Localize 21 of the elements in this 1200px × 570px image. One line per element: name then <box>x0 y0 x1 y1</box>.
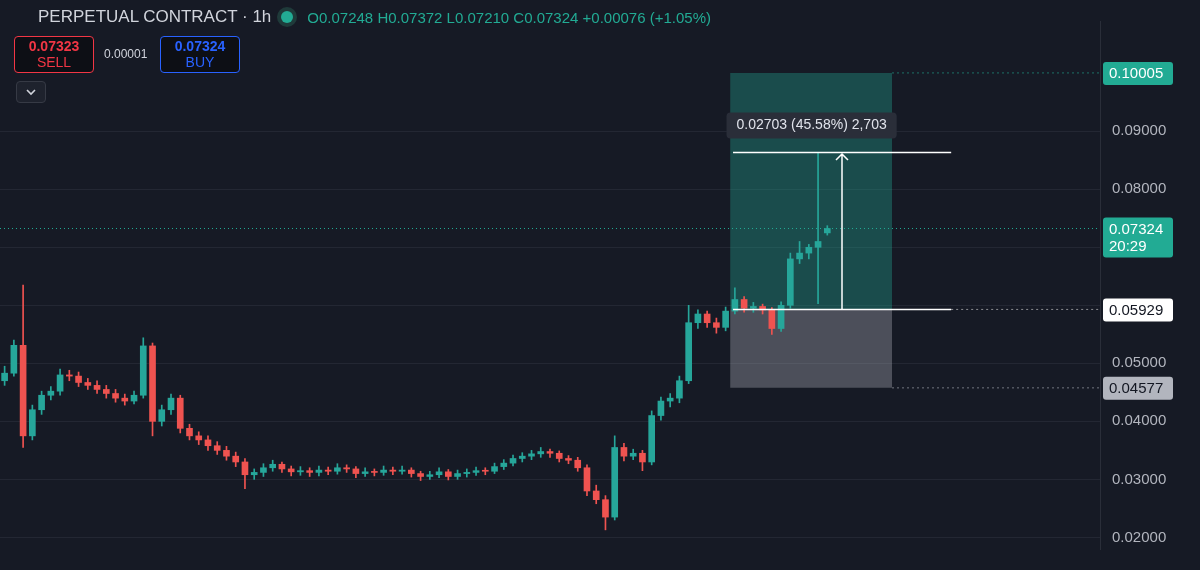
y-tick-label: 0.09000 <box>1112 121 1167 139</box>
candlestick <box>537 447 545 458</box>
y-tick-label: 0.04000 <box>1112 411 1167 429</box>
annotation: 0.07323 <box>27 38 81 54</box>
y-tick-label: 0.03000 <box>1112 469 1167 487</box>
band-label: 0.04577 <box>1109 379 1164 397</box>
candlestick <box>195 431 203 445</box>
annotation: 0.02703 (45.58%) 2,703 <box>736 116 887 133</box>
band-label: 0.10005 <box>1109 64 1164 82</box>
chart-title: PERPETUAL CONTRACT · 1h <box>38 7 272 27</box>
annotation: O0.07248 H0.07372 L0.07210 C0.07324 +0.00076 (+1.05%) <box>307 8 711 26</box>
annotation: BUY <box>184 54 216 70</box>
y-tick-label: 0.02000 <box>1112 527 1167 545</box>
y-tick-label: 0.05000 <box>1112 353 1167 371</box>
ref-line-label: 0.07324 20:29 <box>1109 219 1164 254</box>
y-tick-label: 0.08000 <box>1112 179 1167 197</box>
annotation: 0.00001 <box>104 47 148 61</box>
ref-line-label: 0.05929 <box>1109 300 1164 318</box>
annotation: 0.07324 <box>173 38 227 54</box>
annotation: SELL <box>35 54 73 70</box>
candlestick <box>481 467 489 476</box>
